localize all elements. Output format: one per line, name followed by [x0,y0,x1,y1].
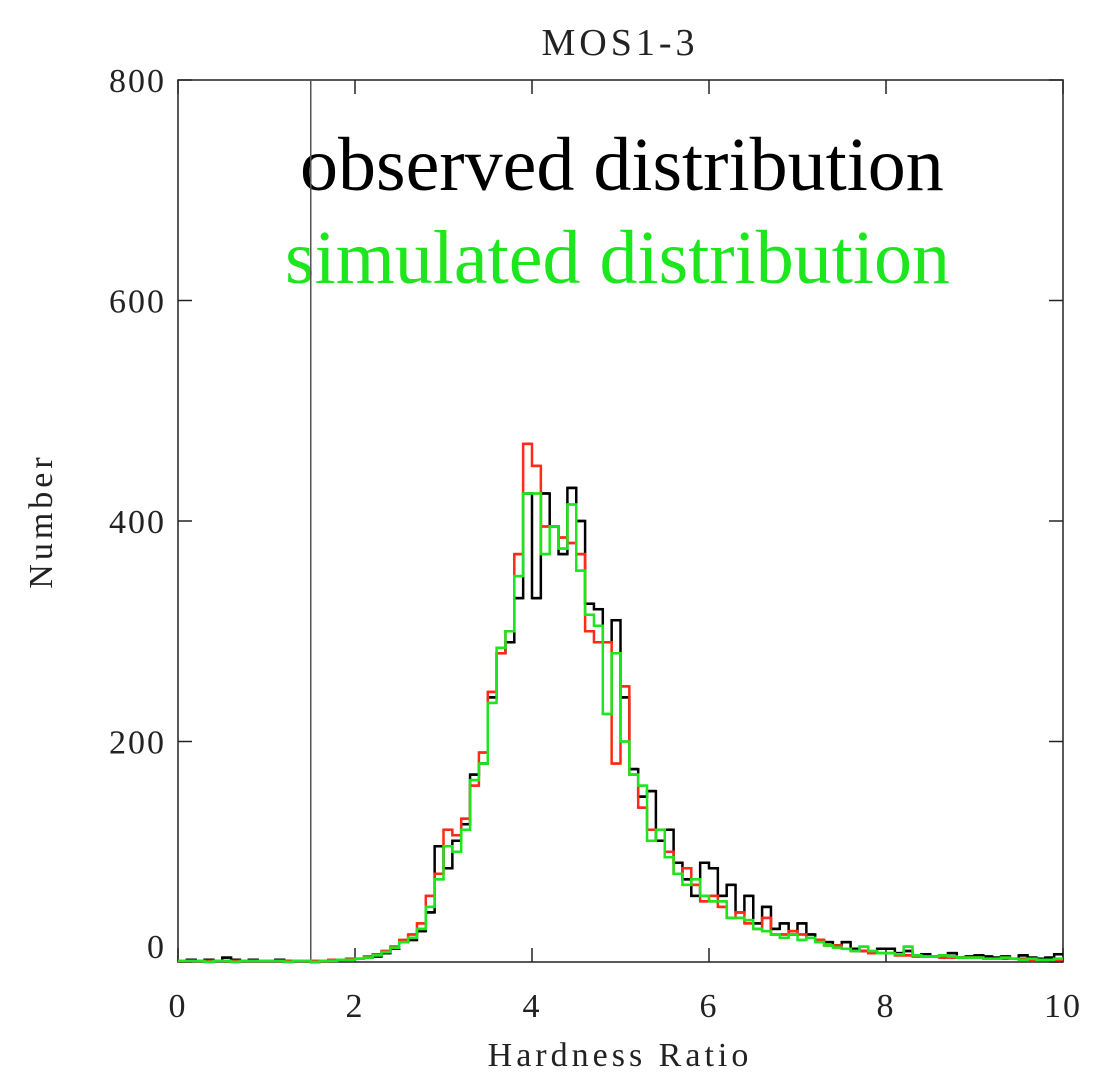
y-tick-label: 600 [109,284,166,321]
chart-title: MOS1-3 [541,22,698,64]
x-axis-label: Hardness Ratio [488,1037,753,1074]
y-tick-label: 400 [109,504,166,541]
x-tick-label: 4 [523,988,542,1025]
y-tick-label: 200 [109,725,166,762]
x-tick-label: 8 [877,988,896,1025]
x-tick-label: 10 [1044,988,1082,1025]
x-tick-label: 0 [169,988,188,1025]
x-tick-label: 2 [346,988,365,1025]
annotation: observed distribution [300,123,944,207]
y-tick-label: 0 [147,929,166,966]
annotation: simulated distribution [285,216,950,300]
y-axis-label: Number [23,453,60,588]
y-tick-label: 800 [109,63,166,100]
x-tick-label: 6 [700,988,719,1025]
